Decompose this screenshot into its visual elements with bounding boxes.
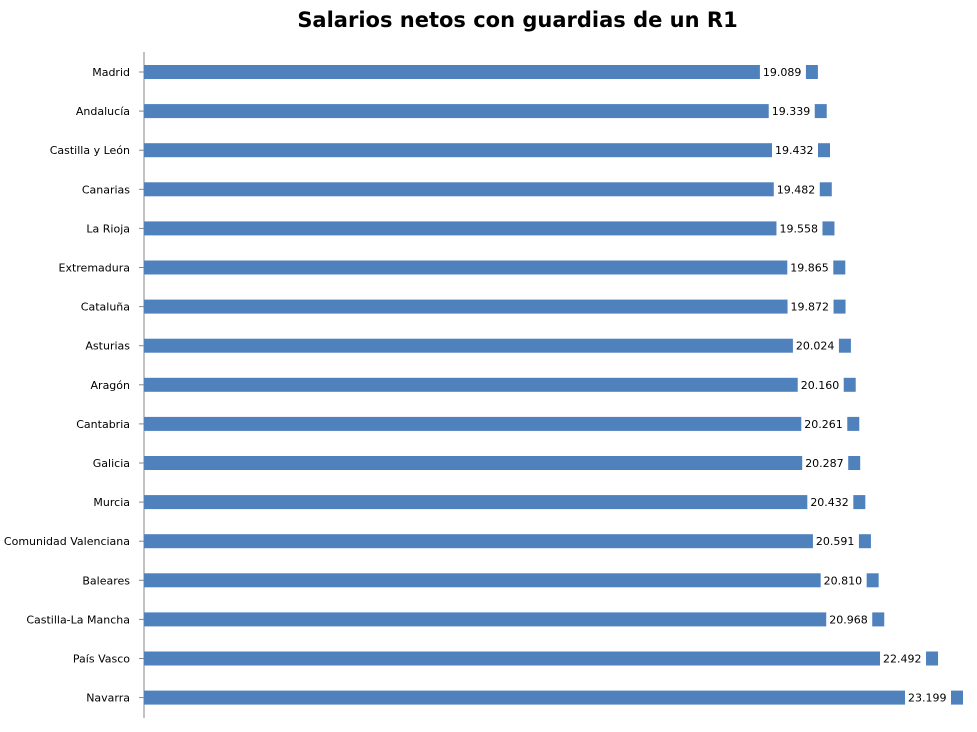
- data-label-background: [807, 493, 854, 512]
- category-label: Comunidad Valenciana: [4, 535, 130, 548]
- data-label: 19.872: [791, 301, 830, 314]
- data-label-background: [905, 688, 951, 707]
- data-label-background: [776, 219, 823, 238]
- bar: [144, 143, 831, 158]
- category-label: Andalucía: [76, 105, 130, 118]
- category-label: Madrid: [92, 66, 130, 79]
- category-label: Castilla-La Mancha: [26, 613, 130, 626]
- category-label: Asturias: [85, 340, 130, 353]
- bar: [144, 534, 871, 549]
- data-label-background: [802, 454, 849, 472]
- category-label: Navarra: [86, 692, 130, 705]
- category-label: Murcia: [93, 496, 130, 509]
- category-label: País Vasco: [73, 653, 130, 666]
- data-label-background: [772, 141, 819, 160]
- data-label: 19.339: [772, 105, 811, 118]
- category-label: Aragón: [91, 379, 131, 392]
- data-label: 20.968: [829, 613, 868, 626]
- bar: [144, 573, 879, 588]
- data-label-background: [787, 258, 834, 277]
- category-label: Cataluña: [81, 301, 130, 314]
- bar: [144, 377, 856, 392]
- bar: [144, 221, 835, 236]
- data-label-background: [768, 102, 815, 121]
- data-label-background: [826, 610, 873, 629]
- data-label-background: [797, 375, 844, 394]
- data-label-background: [820, 571, 867, 590]
- category-label: Castilla y León: [50, 144, 130, 157]
- bar: [144, 416, 860, 431]
- bar: [144, 65, 818, 79]
- category-label: La Rioja: [86, 222, 130, 235]
- data-label-background: [773, 180, 820, 199]
- data-label-background: [759, 63, 806, 81]
- data-label-background: [801, 414, 848, 433]
- data-label: 22.492: [883, 653, 922, 666]
- data-label: 20.591: [816, 535, 855, 548]
- bar: [144, 651, 939, 666]
- data-label: 19.482: [777, 183, 816, 196]
- bar: [144, 495, 866, 510]
- data-label: 19.865: [790, 262, 829, 275]
- category-label: Extremadura: [59, 262, 131, 275]
- data-label: 20.810: [824, 574, 863, 587]
- bar: [144, 299, 846, 314]
- category-label: Baleares: [82, 574, 130, 587]
- data-label-background: [787, 297, 834, 316]
- bar: [144, 104, 827, 119]
- bar: [144, 182, 832, 197]
- data-label: 20.261: [804, 418, 843, 431]
- data-label: 19.089: [763, 66, 802, 79]
- bar: [144, 612, 885, 627]
- category-label: Galicia: [93, 457, 130, 470]
- bar: [144, 338, 851, 353]
- data-label-background: [880, 649, 927, 668]
- data-label: 20.024: [796, 340, 835, 353]
- data-label: 23.199: [908, 692, 947, 705]
- data-label-background: [792, 336, 839, 355]
- data-label-background: [812, 532, 859, 551]
- data-label: 19.558: [779, 222, 818, 235]
- data-label: 20.160: [801, 379, 840, 392]
- category-label: Canarias: [82, 183, 130, 196]
- data-label: 20.287: [805, 457, 844, 470]
- chart-title: Salarios netos con guardias de un R1: [297, 8, 738, 32]
- bar: [144, 690, 963, 705]
- data-label: 19.432: [775, 144, 814, 157]
- bar: [144, 260, 846, 275]
- category-label: Cantabria: [76, 418, 130, 431]
- data-label: 20.432: [810, 496, 849, 509]
- bar: [144, 456, 861, 470]
